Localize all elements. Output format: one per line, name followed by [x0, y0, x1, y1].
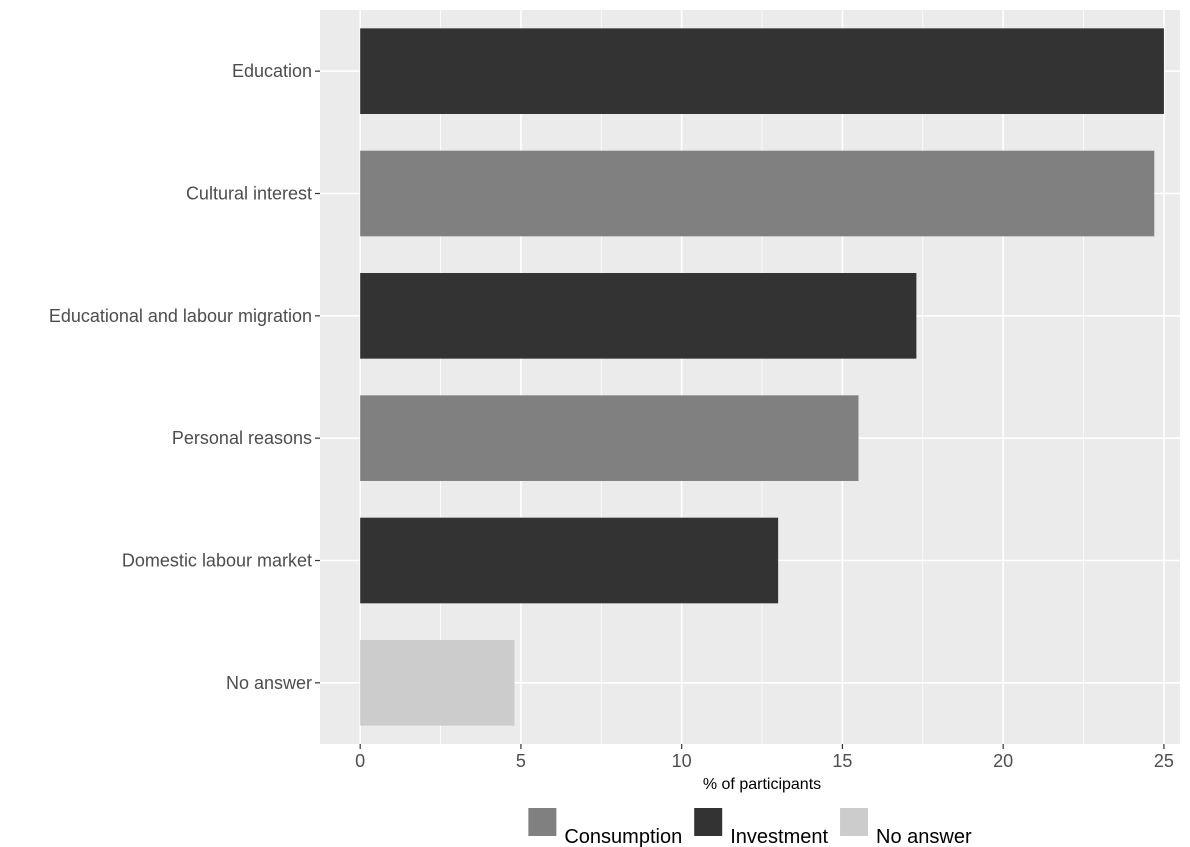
y-tick-label: Cultural interest	[186, 184, 312, 204]
x-axis-title: % of participants	[703, 776, 821, 793]
x-axis: 0 5 10 15 20 25	[355, 744, 1174, 771]
plot-panel	[320, 10, 1180, 744]
y-tick-label: Educational and labour migration	[49, 306, 312, 326]
bars	[360, 28, 1164, 726]
grid-minor	[440, 10, 1084, 744]
y-axis: Education Cultural interest Educational an…	[49, 61, 320, 693]
y-tick-label: Domestic labour market	[122, 551, 312, 571]
x-tick-label: 10	[672, 751, 692, 771]
y-tick-label: Personal reasons	[172, 428, 312, 448]
bar	[360, 273, 917, 359]
x-tick-label: 20	[993, 751, 1013, 771]
bar	[360, 517, 779, 604]
x-tick-label: 25	[1154, 751, 1174, 771]
legend-label: Consumption	[564, 826, 682, 847]
legend: Consumption Investment No answer	[528, 808, 972, 847]
legend-label: Investment	[730, 826, 828, 847]
y-tick-label: No answer	[226, 673, 312, 693]
legend-label: No answer	[876, 826, 972, 847]
bar	[360, 395, 859, 481]
y-tick-label: Education	[232, 61, 312, 81]
x-tick-label: 0	[355, 751, 365, 771]
bar	[360, 640, 515, 726]
legend-key	[528, 808, 557, 836]
x-tick-label: 15	[832, 751, 852, 771]
x-tick-label: 5	[516, 751, 526, 771]
bar	[360, 150, 1155, 237]
legend-key	[840, 808, 869, 836]
legend-key	[694, 808, 723, 836]
bar	[360, 28, 1164, 114]
